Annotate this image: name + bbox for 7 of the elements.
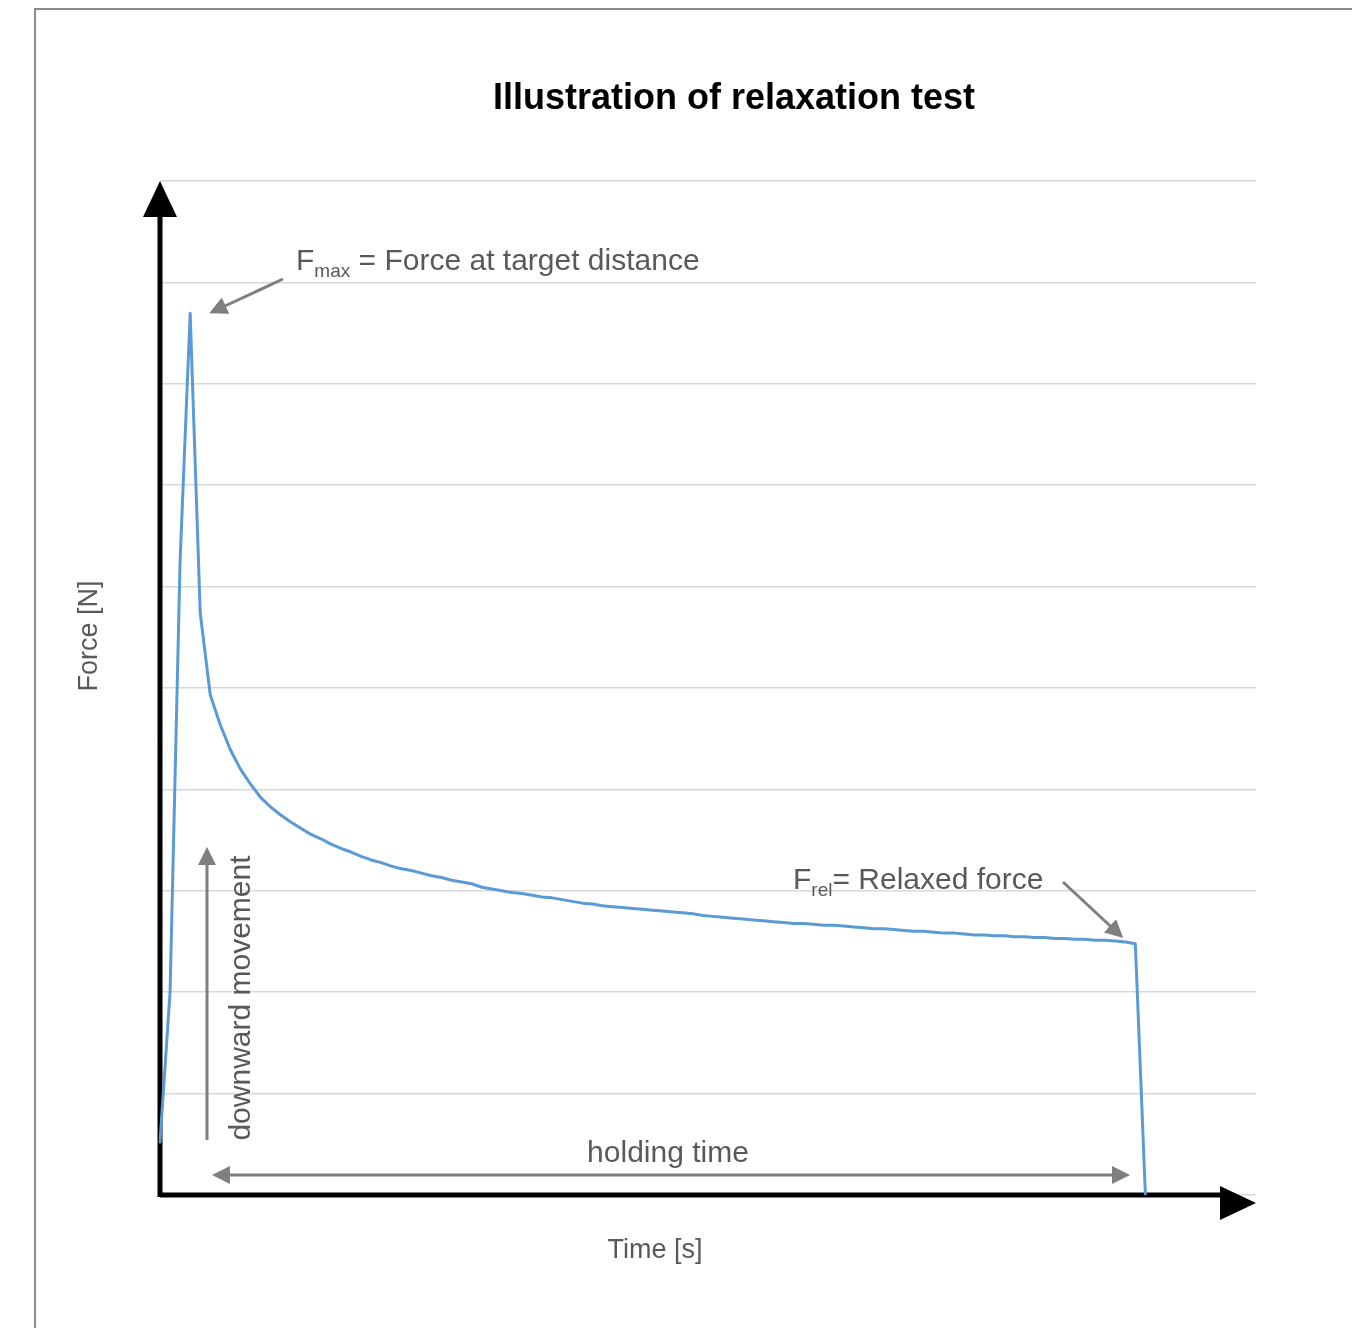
- text: F$_{max}$ = Force at target distance: [296, 243, 700, 282]
- x-axis-title: Time [s]: [606, 1234, 704, 1265]
- annotation: holding time: [587, 1135, 749, 1169]
- y-axis-title: Force [N]: [72, 580, 104, 692]
- annotation: F$_{rel}$= Relaxed force: [793, 862, 1044, 901]
- chart-title: Illustration of relaxation test: [491, 76, 977, 118]
- annotation: downward movement: [223, 855, 257, 1141]
